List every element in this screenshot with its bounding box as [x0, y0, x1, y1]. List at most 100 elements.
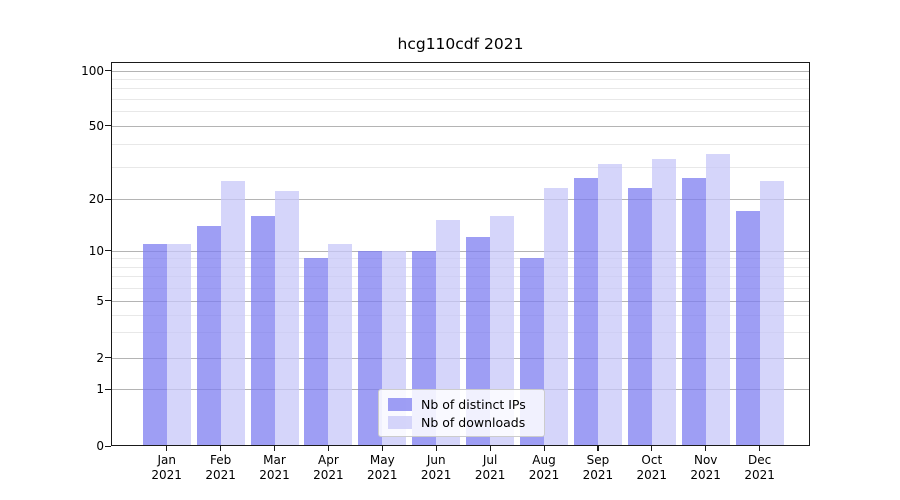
minor-gridline: [112, 166, 809, 168]
y-tick-label: 0: [96, 439, 104, 453]
x-tick-label: Apr 2021: [300, 453, 356, 482]
minor-gridline: [112, 98, 809, 100]
x-tick-month: Feb: [209, 453, 232, 467]
x-tick-month: Aug: [532, 453, 556, 467]
y-tick-mark: [105, 250, 111, 252]
minor-gridline: [112, 111, 809, 113]
legend-label-downloads: Nb of downloads: [421, 415, 526, 430]
bar-downloads-oct: [651, 158, 676, 446]
minor-gridline: [112, 266, 809, 268]
x-tick-year: 2021: [474, 467, 506, 482]
x-tick-label: Jul 2021: [462, 453, 518, 482]
x-tick-mark: [759, 446, 761, 451]
minor-gridline: [112, 332, 809, 334]
bar-downloads-sep: [597, 163, 622, 446]
x-tick-month: Sep: [586, 453, 610, 467]
bar-distinct-ips-mar: [250, 215, 275, 446]
y-tick-label: 10: [88, 243, 104, 258]
x-tick-month: Jun: [426, 453, 446, 467]
y-tick-mark: [105, 300, 111, 302]
x-tick-label: Jan 2021: [139, 453, 195, 482]
bar-distinct-ips-feb: [196, 225, 221, 446]
x-tick-label: Oct 2021: [624, 453, 680, 482]
x-tick-month: Oct: [641, 453, 663, 467]
x-tick-mark: [543, 446, 545, 451]
x-tick-label: Nov 2021: [678, 453, 734, 482]
x-tick-year: 2021: [367, 467, 398, 482]
x-tick-label: Sep 2021: [570, 453, 626, 482]
major-gridline: [112, 70, 809, 72]
major-gridline: [112, 300, 809, 302]
x-tick-year: 2021: [259, 467, 290, 482]
x-tick-month: Mar: [263, 453, 286, 467]
x-tick-year: 2021: [313, 467, 344, 482]
x-tick-label: Jun 2021: [408, 453, 464, 482]
minor-gridline: [112, 143, 809, 145]
minor-gridline: [112, 78, 809, 80]
chart-title: hcg110cdf 2021: [397, 35, 524, 53]
y-tick-mark: [105, 125, 111, 127]
bar-distinct-ips-nov: [681, 178, 706, 446]
major-gridline: [112, 250, 809, 252]
bar-distinct-ips-dec: [735, 211, 760, 446]
legend-swatch-distinct-ips-icon: [388, 398, 412, 411]
minor-gridline: [112, 314, 809, 316]
bar-distinct-ips-apr: [304, 258, 329, 446]
major-gridline: [112, 199, 809, 200]
bar-downloads-nov: [705, 154, 730, 446]
x-tick-mark: [705, 446, 707, 451]
bar-downloads-feb: [220, 181, 245, 446]
x-tick-label: Aug 2021: [516, 453, 572, 482]
x-tick-mark: [651, 446, 653, 451]
x-tick-mark: [166, 446, 168, 451]
legend-item-distinct-ips: Nb of distinct IPs: [388, 397, 535, 412]
x-tick-year: 2021: [420, 467, 452, 482]
x-tick-month: May: [369, 453, 395, 467]
major-gridline: [112, 125, 809, 127]
x-tick-mark: [597, 446, 599, 451]
bar-distinct-ips-oct: [627, 187, 652, 446]
x-tick-mark: [274, 446, 276, 451]
y-tick-mark: [105, 357, 111, 359]
x-tick-year: 2021: [582, 467, 614, 482]
y-tick-label: 100: [81, 63, 104, 78]
x-tick-mark: [327, 446, 330, 451]
y-tick-label: 5: [96, 293, 104, 308]
x-tick-label: Mar 2021: [247, 453, 303, 482]
x-tick-year: 2021: [205, 467, 236, 482]
plot-border: [111, 62, 810, 446]
bar-distinct-ips-jan: [142, 243, 167, 446]
x-tick-year: 2021: [690, 467, 721, 482]
minor-gridline: [112, 276, 809, 278]
bar-downloads-dec: [759, 181, 784, 446]
x-tick-year: 2021: [151, 467, 182, 482]
x-tick-mark: [381, 446, 383, 451]
x-tick-label: Dec 2021: [732, 453, 788, 482]
bar-downloads-aug: [544, 187, 568, 446]
x-tick-month: Apr: [318, 453, 339, 467]
y-tick-mark: [105, 70, 111, 72]
y-tick-label: 2: [96, 350, 104, 365]
y-tick-mark: [105, 198, 111, 200]
x-tick-month: Jul: [482, 453, 498, 467]
x-tick-label: Feb 2021: [193, 453, 249, 482]
bar-downloads-jan: [166, 243, 191, 446]
x-tick-mark: [435, 446, 437, 451]
x-tick-mark: [489, 446, 491, 451]
minor-gridline: [112, 258, 809, 260]
bar-downloads-apr: [328, 243, 353, 446]
legend: Nb of distinct IPs Nb of downloads: [378, 389, 545, 437]
bar-distinct-ips-sep: [573, 178, 598, 446]
x-tick-month: Jan: [157, 453, 176, 467]
x-tick-month: Dec: [747, 453, 772, 467]
y-tick-mark: [105, 445, 111, 447]
legend-label-distinct-ips: Nb of distinct IPs: [421, 397, 526, 412]
x-tick-year: 2021: [528, 467, 560, 482]
minor-gridline: [112, 88, 809, 90]
legend-swatch-downloads-icon: [388, 416, 412, 429]
bar-downloads-mar: [274, 191, 299, 446]
major-gridline: [112, 357, 809, 359]
x-tick-year: 2021: [636, 467, 668, 482]
x-tick-year: 2021: [744, 467, 775, 482]
